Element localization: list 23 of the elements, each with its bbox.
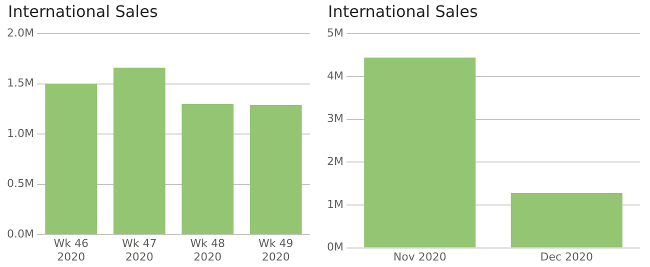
y-tick-label: 1.0M: [7, 126, 34, 140]
y-tick-label: 4M: [326, 69, 344, 82]
y-tick-label: 3M: [326, 112, 344, 126]
y-tick-label: 0M: [326, 240, 344, 254]
chart-title: International Sales: [328, 2, 478, 21]
y-tick-label: 2M: [326, 154, 344, 168]
x-tick-label: Wk 46 2020: [54, 237, 88, 264]
y-tick-label: 0.5M: [7, 177, 34, 190]
x-tick-label: Wk 49 2020: [258, 237, 294, 264]
x-tick-label: Wk 48 2020: [190, 237, 225, 264]
bar: [45, 84, 98, 234]
x-tick-label: Wk 47 2020: [122, 237, 157, 264]
y-tick-label: 2.0M: [7, 26, 34, 40]
bar: [113, 68, 166, 234]
y-tick-label: 0.0M: [7, 227, 34, 240]
y-tick-label: 5M: [326, 26, 344, 40]
bar: [182, 104, 234, 234]
y-tick-label: 1.5M: [7, 76, 34, 90]
x-tick-label: Dec 2020: [540, 250, 594, 264]
y-tick-label: 1M: [326, 198, 344, 211]
bar: [250, 104, 302, 234]
x-tick-label: Nov 2020: [393, 250, 446, 264]
chart-title: International Sales: [8, 2, 158, 21]
